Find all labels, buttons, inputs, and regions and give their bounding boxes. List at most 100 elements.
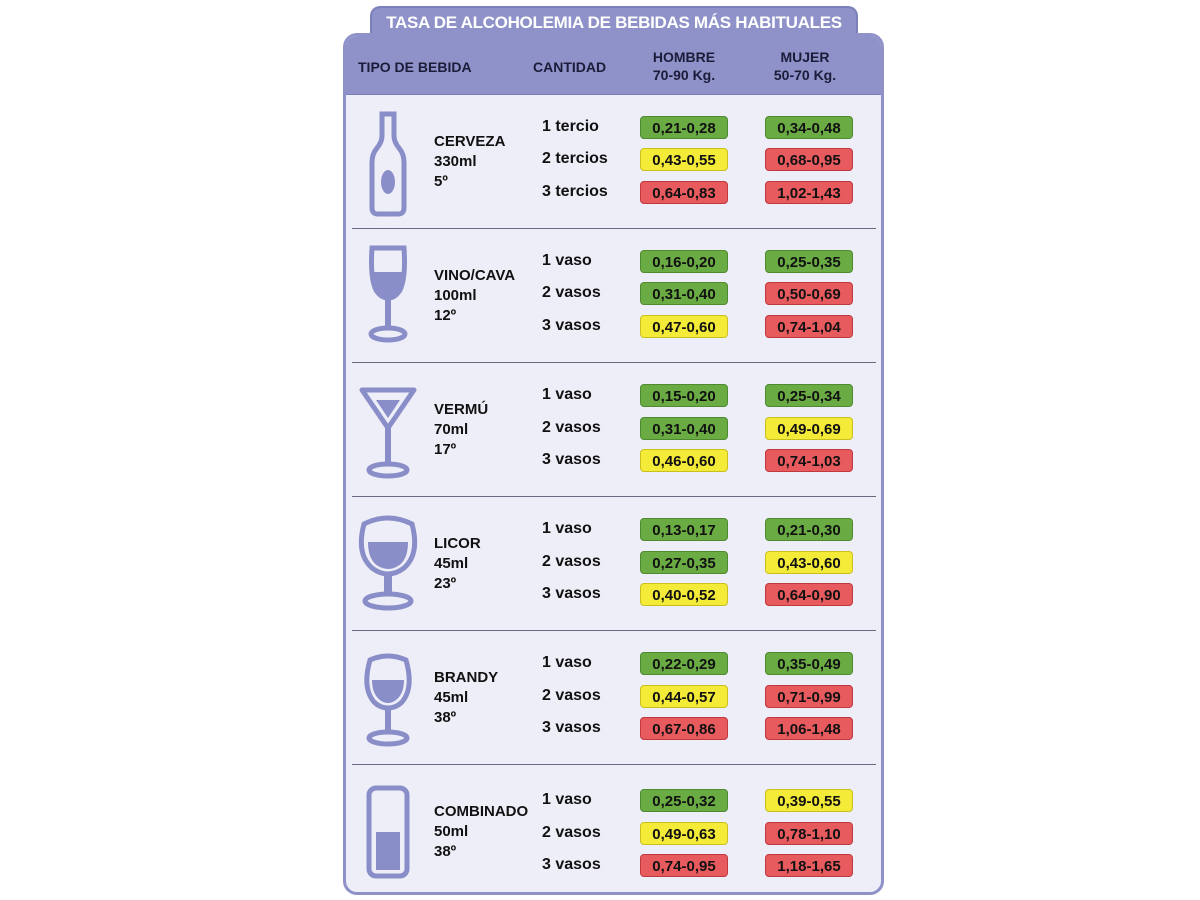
quantity-label: 2 vasos: [542, 824, 601, 841]
drink-degree: 17º: [434, 441, 457, 458]
header-hombre: HOMBRE 70-90 Kg.: [641, 48, 727, 84]
drink-name: COMBINADO: [434, 803, 529, 820]
mujer-value: 0,25-0,34: [765, 384, 853, 407]
drink-section: LICOR 45ml 23º 1 vaso 2 vasos 3 vasos 0,…: [352, 496, 876, 631]
mujer-value: 0,64-0,90: [765, 583, 853, 606]
header-tipo: TIPO DE BEBIDA: [358, 59, 472, 75]
quantity-label: 3 vasos: [542, 719, 601, 736]
drink-name: BRANDY: [434, 669, 499, 686]
drink-section: VINO/CAVA 100ml 12º 1 vaso 2 vasos 3 vas…: [352, 228, 876, 363]
alcohol-table: TIPO DE BEBIDA CANTIDAD HOMBRE 70-90 Kg.…: [343, 33, 884, 895]
mujer-value: 1,02-1,43: [765, 181, 853, 204]
hombre-value: 0,47-0,60: [640, 315, 728, 338]
liqueur-glass-icon: [358, 515, 418, 611]
drink-info: CERVEZA 330ml 5º: [434, 132, 505, 192]
mujer-value: 0,71-0,99: [765, 685, 853, 708]
drink-volume: 45ml: [434, 689, 469, 706]
quantity-label: 2 vasos: [542, 284, 601, 301]
hombre-value: 0,40-0,52: [640, 583, 728, 606]
drink-section: VERMÚ 70ml 17º 1 vaso 2 vasos 3 vasos 0,…: [352, 362, 876, 497]
drink-info: VINO/CAVA 100ml 12º: [434, 266, 515, 326]
mujer-value: 0,74-1,04: [765, 315, 853, 338]
drink-degree: 38º: [434, 709, 457, 726]
mujer-value: 0,35-0,49: [765, 652, 853, 675]
quantity-label: 3 tercios: [542, 183, 608, 200]
header-hombre-label: HOMBRE: [652, 49, 716, 65]
hombre-value: 0,49-0,63: [640, 822, 728, 845]
drink-name: LICOR: [434, 535, 481, 552]
header-mujer: MUJER 50-70 Kg.: [762, 48, 848, 84]
quantity-label: 2 vasos: [542, 419, 601, 436]
drink-volume: 45ml: [434, 555, 469, 572]
hombre-value: 0,27-0,35: [640, 551, 728, 574]
hombre-value: 0,13-0,17: [640, 518, 728, 541]
hombre-value: 0,46-0,60: [640, 449, 728, 472]
drink-name: CERVEZA: [434, 133, 506, 150]
quantity-label: 1 vaso: [542, 791, 592, 808]
quantity-label: 3 vasos: [542, 585, 601, 602]
hombre-value: 0,31-0,40: [640, 282, 728, 305]
table-header: TIPO DE BEBIDA CANTIDAD HOMBRE 70-90 Kg.…: [346, 36, 881, 95]
quantity-label: 1 tercio: [542, 118, 599, 135]
hombre-value: 0,64-0,83: [640, 181, 728, 204]
mujer-value: 0,43-0,60: [765, 551, 853, 574]
quantity-label: 1 vaso: [542, 252, 592, 269]
drink-info: BRANDY 45ml 38º: [434, 668, 498, 728]
drink-name: VERMÚ: [434, 401, 489, 418]
drink-volume: 70ml: [434, 421, 469, 438]
wine-glass-icon: [368, 245, 408, 343]
mujer-value: 0,50-0,69: [765, 282, 853, 305]
quantity-label: 3 vasos: [542, 317, 601, 334]
drink-volume: 50ml: [434, 823, 469, 840]
mujer-value: 1,06-1,48: [765, 717, 853, 740]
highball-glass-icon: [366, 785, 410, 879]
mujer-value: 0,21-0,30: [765, 518, 853, 541]
drink-degree: 23º: [434, 575, 457, 592]
quantity-label: 1 vaso: [542, 386, 592, 403]
mujer-value: 0,74-1,03: [765, 449, 853, 472]
header-mujer-label: MUJER: [780, 49, 830, 65]
mujer-value: 1,18-1,65: [765, 854, 853, 877]
hombre-value: 0,25-0,32: [640, 789, 728, 812]
drink-degree: 5º: [434, 173, 448, 190]
mujer-value: 0,34-0,48: [765, 116, 853, 139]
mujer-value: 0,68-0,95: [765, 148, 853, 171]
hombre-value: 0,22-0,29: [640, 652, 728, 675]
header-mujer-weight: 50-70 Kg.: [773, 67, 837, 83]
drink-volume: 100ml: [434, 287, 477, 304]
drink-degree: 12º: [434, 307, 457, 324]
drink-info: VERMÚ 70ml 17º: [434, 400, 488, 460]
drink-volume: 330ml: [434, 153, 477, 170]
mujer-value: 0,78-1,10: [765, 822, 853, 845]
hombre-value: 0,15-0,20: [640, 384, 728, 407]
hombre-value: 0,43-0,55: [640, 148, 728, 171]
mujer-value: 0,49-0,69: [765, 417, 853, 440]
hombre-value: 0,31-0,40: [640, 417, 728, 440]
quantity-label: 1 vaso: [542, 520, 592, 537]
drink-section: BRANDY 45ml 38º 1 vaso 2 vasos 3 vasos 0…: [352, 630, 876, 765]
hombre-value: 0,21-0,28: [640, 116, 728, 139]
quantity-label: 3 vasos: [542, 451, 601, 468]
quantity-label: 2 tercios: [542, 150, 608, 167]
mujer-value: 0,25-0,35: [765, 250, 853, 273]
drink-section: COMBINADO 50ml 38º 1 vaso 2 vasos 3 vaso…: [352, 764, 876, 892]
quantity-label: 1 vaso: [542, 654, 592, 671]
quantity-label: 3 vasos: [542, 856, 601, 873]
hombre-value: 0,44-0,57: [640, 685, 728, 708]
table-title: TASA DE ALCOHOLEMIA DE BEBIDAS MÁS HABIT…: [370, 6, 858, 38]
drink-info: LICOR 45ml 23º: [434, 534, 481, 594]
drink-section: CERVEZA 330ml 5º 1 tercio 2 tercios 3 te…: [352, 94, 876, 229]
drink-degree: 38º: [434, 843, 457, 860]
hombre-value: 0,74-0,95: [640, 854, 728, 877]
mujer-value: 0,39-0,55: [765, 789, 853, 812]
header-hombre-weight: 70-90 Kg.: [652, 67, 716, 83]
hombre-value: 0,16-0,20: [640, 250, 728, 273]
header-cantidad: CANTIDAD: [533, 59, 607, 75]
drink-name: VINO/CAVA: [434, 267, 516, 284]
drink-info: COMBINADO 50ml 38º: [434, 802, 528, 862]
quantity-label: 2 vasos: [542, 553, 601, 570]
brandy-glass-icon: [364, 653, 412, 747]
hombre-value: 0,67-0,86: [640, 717, 728, 740]
quantity-label: 2 vasos: [542, 687, 601, 704]
martini-glass-icon: [359, 387, 417, 479]
